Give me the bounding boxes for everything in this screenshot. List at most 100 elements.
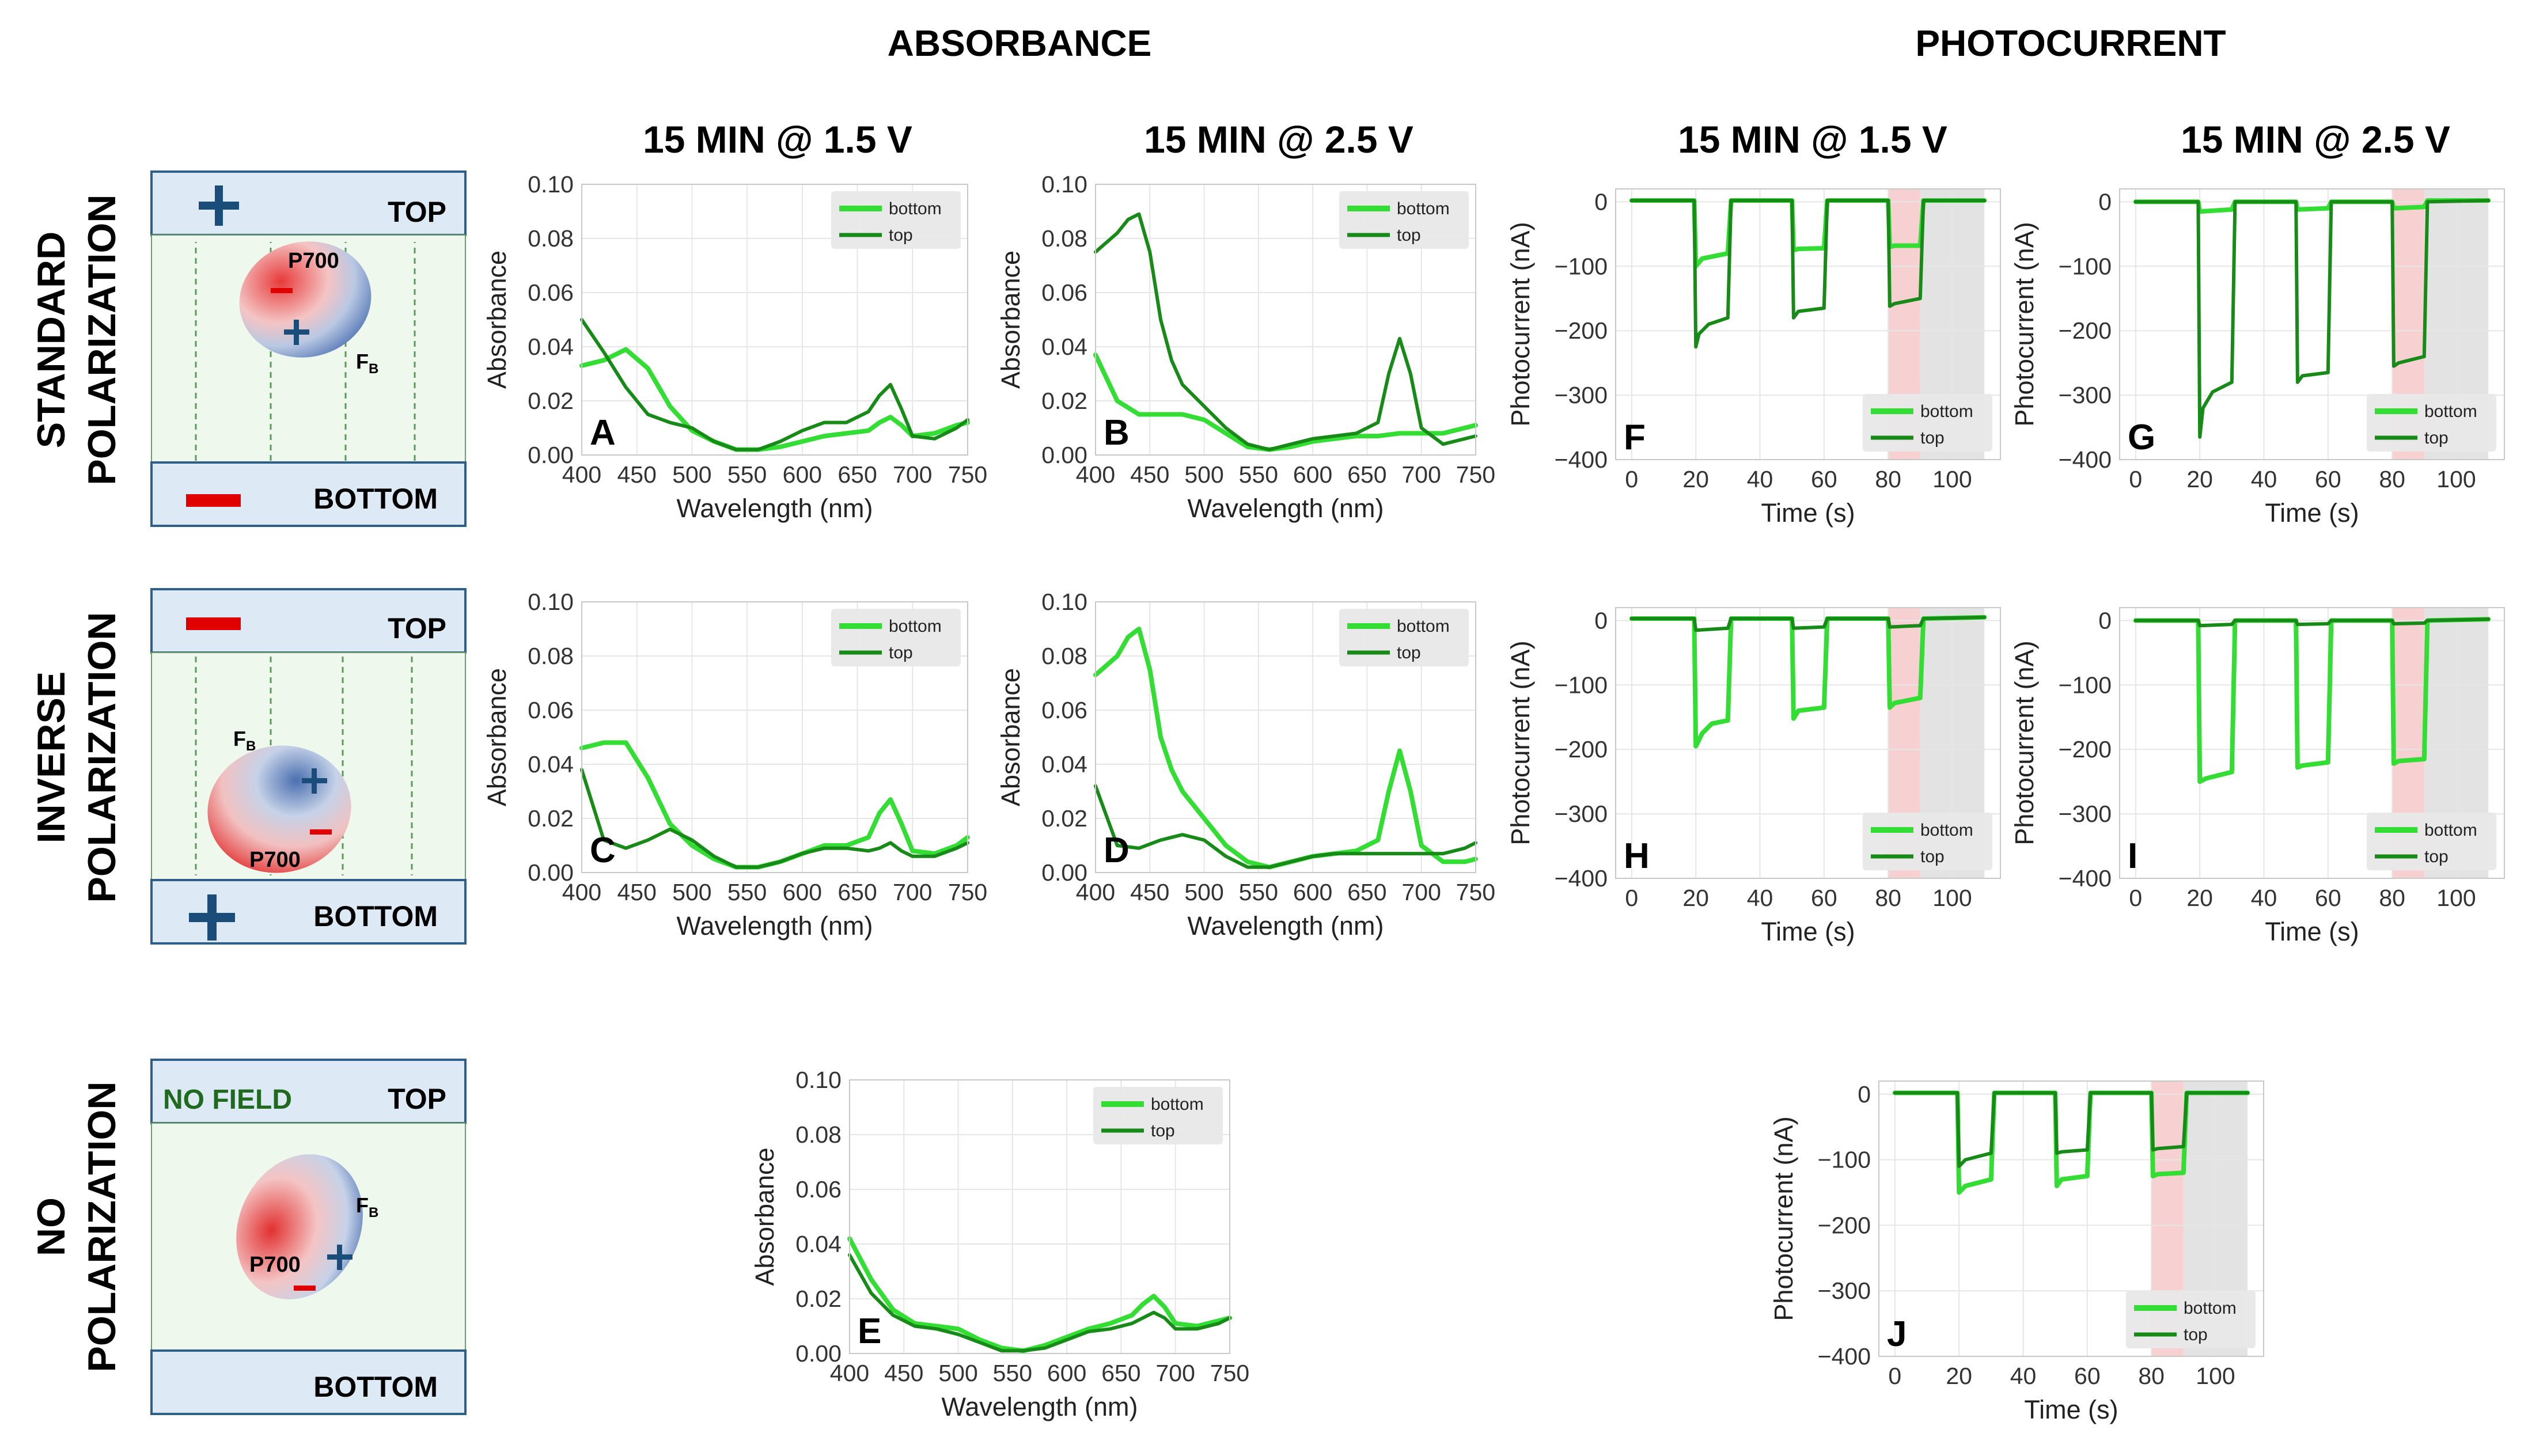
- chart-A: 0.00 0.02 0.04 0.06 0.08 0.10 400 450 500 550 600 6…: [482, 171, 987, 523]
- series-top: [2133, 617, 2491, 628]
- x-tick-label: 20: [2186, 466, 2213, 492]
- y-tick-label: 0.06: [528, 279, 574, 306]
- y-tick-label: 0.02: [528, 805, 574, 832]
- chart-H: 0 −100 −200 −300 −400 0 20 40 60 80 100 Time (s) Pho…: [1506, 607, 2001, 946]
- x-tick-label: 80: [1875, 885, 1901, 911]
- plot-frame: [1615, 607, 2001, 879]
- y-tick-label: 0.04: [795, 1231, 842, 1257]
- y-axis-label: Photocurrent (nA): [2010, 640, 2039, 845]
- legend-label-top: top: [889, 643, 913, 662]
- legend-label-bottom: bottom: [2184, 1299, 2237, 1318]
- series-top: [1893, 1091, 2250, 1168]
- series-top: [580, 768, 969, 869]
- diagram-top-label: TOP: [388, 612, 446, 644]
- y-tick-label: −200: [2059, 317, 2112, 344]
- series-bottom: [1892, 1090, 2250, 1195]
- series-bottom: [1629, 198, 1987, 269]
- minus-icon: [271, 288, 293, 293]
- series-top: [1094, 784, 1477, 869]
- x-axis-label: Time (s): [1761, 917, 1855, 946]
- diagram-bottom-label: BOTTOM: [313, 1371, 438, 1403]
- x-tick-label: 500: [1184, 461, 1223, 488]
- x-tick-label: 100: [2196, 1363, 2235, 1389]
- plot-frame: [1095, 184, 1476, 456]
- diagram-bottom-label: BOTTOM: [313, 900, 438, 932]
- y-tick-label: −200: [1555, 317, 1608, 344]
- panel-label: E: [858, 1311, 881, 1351]
- col-header-pc-2-5: 15 MIN @ 2.5 V: [2181, 118, 2450, 161]
- row-label-standard-1: STANDARD: [29, 232, 73, 449]
- x-tick-label: 600: [783, 879, 822, 905]
- series-bottom: [847, 1236, 1232, 1353]
- x-tick-label: 80: [2138, 1363, 2165, 1389]
- y-axis-label: Photocurrent (nA): [1769, 1116, 1798, 1321]
- x-tick-label: 600: [1293, 879, 1332, 905]
- y-tick-label: −400: [2059, 446, 2112, 473]
- y-tick-label: 0.06: [528, 697, 574, 723]
- y-axis-label: Photocurrent (nA): [2010, 222, 2039, 426]
- x-tick-label: 0: [2129, 885, 2142, 911]
- y-tick-label: 0.10: [528, 171, 574, 198]
- x-tick-label: 700: [893, 879, 932, 905]
- y-tick-label: −100: [1555, 253, 1608, 279]
- row-label-none-1: NO: [29, 1197, 73, 1256]
- x-tick-label: 100: [2436, 885, 2476, 911]
- y-tick-label: −300: [1555, 801, 1608, 827]
- y-tick-label: −100: [1818, 1147, 1871, 1173]
- x-tick-label: 650: [1347, 879, 1386, 905]
- diagram-none: NO FIELD TOP BOTTOM FB P700: [150, 1059, 467, 1415]
- legend-label-bottom: bottom: [889, 199, 942, 218]
- x-tick-label: 60: [2315, 466, 2341, 492]
- y-tick-label: 0.04: [1041, 333, 1087, 360]
- y-axis-label: Absorbance: [996, 668, 1025, 806]
- diagram-bottom-label: BOTTOM: [313, 483, 438, 515]
- panel-label: J: [1887, 1314, 1907, 1354]
- row-label-inverse-1: INVERSE: [29, 672, 73, 844]
- x-axis-label: Time (s): [1761, 498, 1855, 528]
- x-tick-label: 700: [1402, 879, 1441, 905]
- plus-icon: [284, 320, 309, 345]
- y-tick-label: 0.10: [1041, 171, 1087, 198]
- x-tick-label: 20: [1682, 885, 1709, 911]
- p700-label: P700: [249, 848, 301, 872]
- y-tick-label: 0.10: [1041, 589, 1087, 615]
- x-tick-label: 80: [2379, 885, 2405, 911]
- chart-F: 0 −100 −200 −300 −400 0 20 40 60 80 100 Time (s) Pho…: [1506, 188, 2001, 528]
- series-bottom: [2133, 617, 2491, 784]
- plot-frame: [581, 184, 968, 456]
- x-axis-label: Wavelength (nm): [942, 1392, 1138, 1421]
- minus-icon: [310, 829, 332, 835]
- row-label-standard-2: POLARIZATION: [80, 195, 124, 486]
- plus-icon: [302, 768, 327, 794]
- legend-label-top: top: [1397, 226, 1421, 245]
- x-tick-label: 750: [1456, 461, 1495, 488]
- x-axis-label: Time (s): [2024, 1395, 2118, 1424]
- series-top: [580, 318, 969, 452]
- y-tick-label: 0.08: [528, 643, 574, 669]
- chart-J: 0 −100 −200 −300 −400 0 20 40 60 80 100 Time (s) Pho…: [1769, 1080, 2264, 1424]
- y-tick-label: −400: [1818, 1343, 1871, 1370]
- minus-icon: [186, 617, 241, 630]
- y-axis-label: Photocurrent (nA): [1506, 222, 1535, 426]
- x-tick-label: 60: [2074, 1363, 2101, 1389]
- x-axis-label: Wavelength (nm): [677, 494, 873, 523]
- y-tick-label: 0: [2098, 607, 2112, 634]
- y-tick-label: 0.00: [1041, 859, 1087, 886]
- x-tick-label: 700: [1156, 1360, 1195, 1386]
- fb-label: FB: [356, 1193, 378, 1220]
- x-tick-label: 550: [1239, 879, 1278, 905]
- minus-icon: [186, 494, 241, 507]
- y-tick-label: −200: [1555, 736, 1608, 763]
- x-tick-label: 40: [1747, 466, 1773, 492]
- plus-icon: [199, 185, 239, 226]
- y-tick-label: 0.00: [528, 859, 574, 886]
- x-tick-label: 400: [562, 461, 601, 488]
- y-tick-label: 0.10: [528, 589, 574, 615]
- y-tick-label: 0: [2098, 188, 2112, 215]
- x-tick-label: 0: [2129, 466, 2142, 492]
- chart-E: 0.00 0.02 0.04 0.06 0.08 0.10 400 450 500 550 600 6…: [750, 1067, 1249, 1421]
- y-tick-label: −300: [1555, 382, 1608, 408]
- series-bottom: [1093, 352, 1478, 452]
- fb-label: FB: [233, 727, 256, 754]
